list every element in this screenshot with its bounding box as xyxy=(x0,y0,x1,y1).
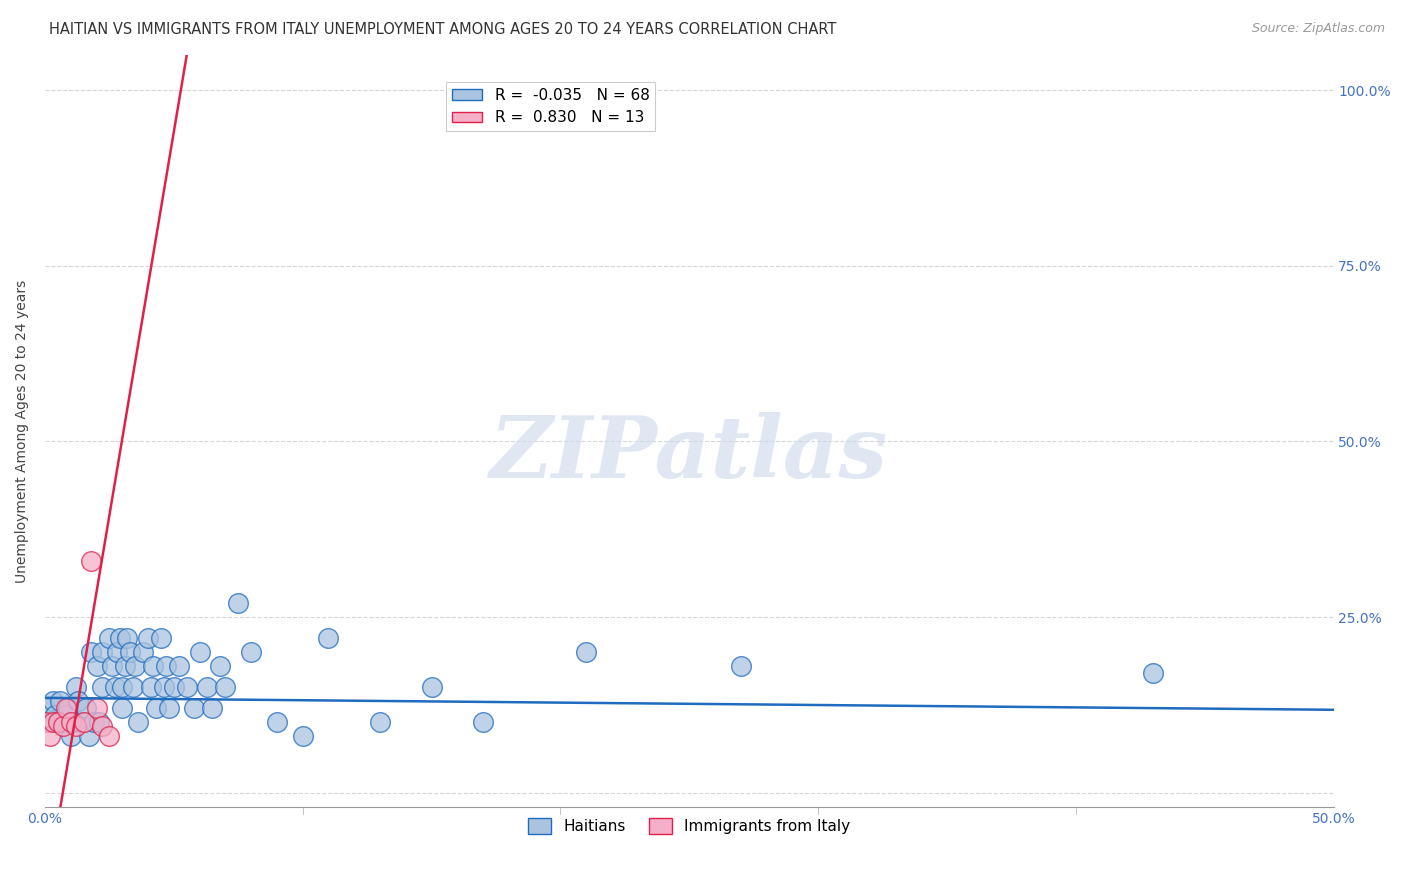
Point xyxy=(214,681,236,695)
Point xyxy=(46,715,69,730)
Point xyxy=(152,681,174,695)
Point xyxy=(80,554,103,568)
Text: HAITIAN VS IMMIGRANTS FROM ITALY UNEMPLOYMENT AMONG AGES 20 TO 24 YEARS CORRELAT: HAITIAN VS IMMIGRANTS FROM ITALY UNEMPLO… xyxy=(49,22,837,37)
Point xyxy=(101,659,124,673)
Point xyxy=(52,719,75,733)
Point xyxy=(114,659,136,673)
Point xyxy=(65,719,87,733)
Point xyxy=(730,659,752,673)
Point xyxy=(111,681,134,695)
Point xyxy=(201,701,224,715)
Point xyxy=(62,715,84,730)
Point xyxy=(59,715,82,730)
Point xyxy=(56,701,79,715)
Point xyxy=(77,730,100,744)
Point xyxy=(39,715,62,730)
Point xyxy=(39,730,62,744)
Point xyxy=(226,596,249,610)
Point xyxy=(1142,666,1164,681)
Point xyxy=(132,645,155,659)
Point xyxy=(34,715,56,730)
Y-axis label: Unemployment Among Ages 20 to 24 years: Unemployment Among Ages 20 to 24 years xyxy=(15,279,30,582)
Point xyxy=(183,701,205,715)
Point xyxy=(149,631,172,645)
Point xyxy=(136,631,159,645)
Point xyxy=(108,631,131,645)
Point xyxy=(49,694,72,708)
Point xyxy=(291,730,314,744)
Point xyxy=(86,659,108,673)
Point xyxy=(59,730,82,744)
Point xyxy=(139,681,162,695)
Point xyxy=(90,719,112,733)
Point xyxy=(209,659,232,673)
Point xyxy=(472,715,495,730)
Point xyxy=(240,645,263,659)
Point xyxy=(103,681,125,695)
Point xyxy=(72,715,94,730)
Point xyxy=(121,681,143,695)
Point xyxy=(117,631,139,645)
Point xyxy=(52,715,75,730)
Point xyxy=(90,681,112,695)
Text: ZIPatlas: ZIPatlas xyxy=(491,412,889,495)
Point xyxy=(49,715,72,730)
Point xyxy=(59,715,82,730)
Point xyxy=(87,715,110,730)
Point xyxy=(575,645,598,659)
Point xyxy=(90,645,112,659)
Point xyxy=(157,701,180,715)
Point xyxy=(55,708,77,723)
Point xyxy=(55,715,77,730)
Point xyxy=(188,645,211,659)
Point xyxy=(72,715,94,730)
Point xyxy=(55,701,77,715)
Point xyxy=(34,701,56,715)
Point xyxy=(41,715,63,730)
Point xyxy=(127,715,149,730)
Point xyxy=(266,715,288,730)
Point xyxy=(41,694,63,708)
Point xyxy=(67,694,90,708)
Point xyxy=(118,645,141,659)
Point xyxy=(318,631,340,645)
Point xyxy=(46,715,69,730)
Point xyxy=(142,659,165,673)
Point xyxy=(176,681,198,695)
Legend: Haitians, Immigrants from Italy: Haitians, Immigrants from Italy xyxy=(522,813,856,840)
Point xyxy=(70,715,93,730)
Point xyxy=(98,631,121,645)
Point xyxy=(105,645,128,659)
Text: Source: ZipAtlas.com: Source: ZipAtlas.com xyxy=(1251,22,1385,36)
Point xyxy=(163,681,186,695)
Point xyxy=(98,730,121,744)
Point xyxy=(124,659,146,673)
Point xyxy=(155,659,177,673)
Point xyxy=(167,659,190,673)
Point xyxy=(80,645,103,659)
Point xyxy=(83,715,105,730)
Point xyxy=(420,681,443,695)
Point xyxy=(195,681,218,695)
Point xyxy=(75,701,97,715)
Point xyxy=(44,708,66,723)
Point xyxy=(111,701,134,715)
Point xyxy=(145,701,167,715)
Point xyxy=(86,701,108,715)
Point xyxy=(65,681,87,695)
Point xyxy=(368,715,391,730)
